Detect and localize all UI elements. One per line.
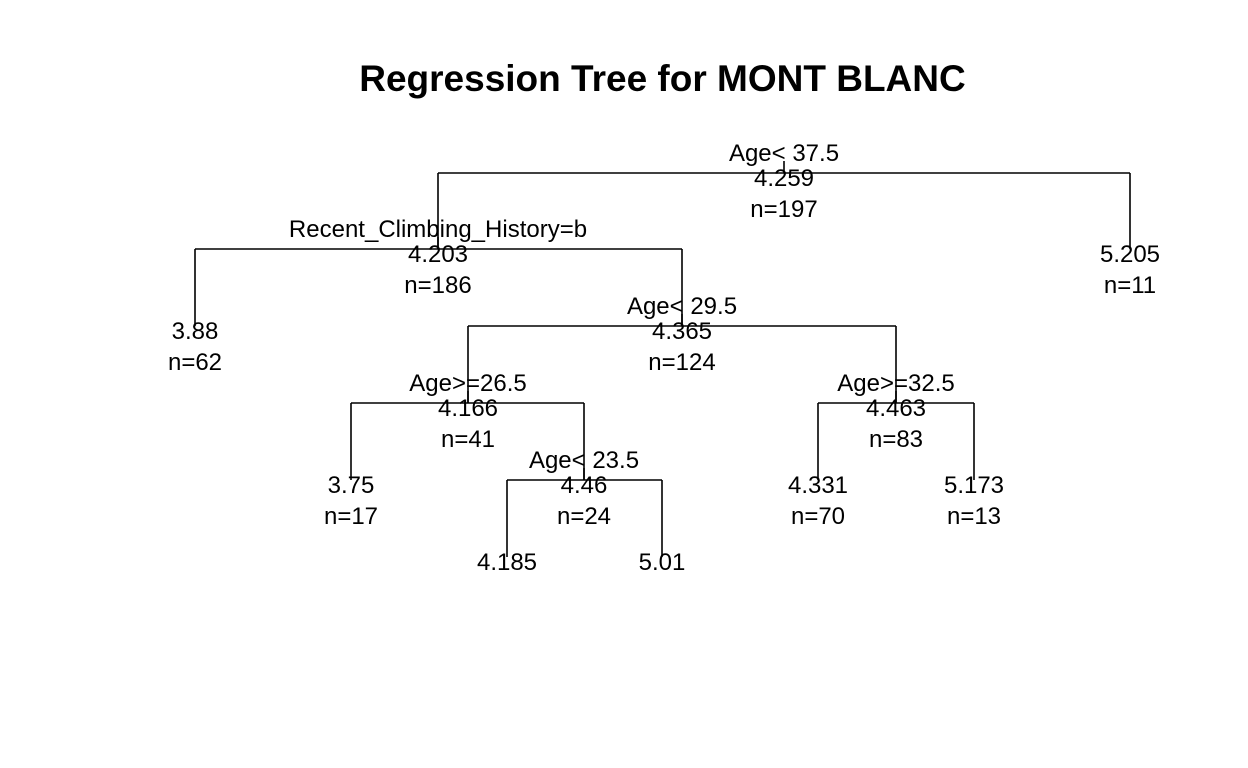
- node-value: 3.88: [172, 318, 219, 345]
- node-count: n=24: [557, 503, 611, 530]
- branch-n10: [350, 391, 585, 480]
- node-value: 5.173: [944, 472, 1004, 499]
- node-count: n=41: [441, 426, 495, 453]
- clip-mask: [600, 120, 1000, 144]
- branch-n5: [467, 314, 897, 403]
- branch-n11: [817, 391, 975, 480]
- split-label: Age< 37.5: [729, 140, 839, 167]
- node-value: 4.166: [438, 395, 498, 422]
- node-count: n=70: [791, 503, 845, 530]
- split-label: Age< 23.5: [529, 447, 639, 474]
- node-value: 5.205: [1100, 241, 1160, 268]
- node-value: 4.365: [652, 318, 712, 345]
- tree-node-root: Age< 37.54.259 n=197: [729, 140, 839, 223]
- node-value: 4.259: [754, 165, 814, 192]
- tree-node-n20: 3.75 n=17: [324, 472, 378, 530]
- split-label: Age>=26.5: [409, 370, 526, 397]
- tree-node-n22: 4.331 n=70: [788, 472, 848, 530]
- tree-node-n3: 5.205 n=11: [1100, 241, 1160, 299]
- branch-n21: [506, 468, 663, 557]
- tree-node-n11: Age>=32.54.463 n=83: [837, 370, 954, 453]
- plot-title: Regression Tree for MONT BLANC: [359, 58, 966, 99]
- node-value: 4.331: [788, 472, 848, 499]
- node-count: n=186: [404, 272, 471, 299]
- node-count: n=11: [1104, 272, 1156, 299]
- split-label: Age< 29.5: [627, 293, 737, 320]
- node-value: 3.75: [328, 472, 375, 499]
- tree-node-n23: 5.173 n=13: [944, 472, 1004, 530]
- node-value: 4.463: [866, 395, 926, 422]
- tree-node-n2: Recent_Climbing_History=b4.203 n=186: [289, 216, 587, 299]
- tree-node-n5: Age< 29.54.365 n=124: [627, 293, 737, 376]
- node-count: n=197: [750, 196, 817, 223]
- node-count: n=17: [324, 503, 378, 530]
- tree-node-n10: Age>=26.54.166 n=41: [409, 370, 526, 453]
- split-label: Recent_Climbing_History=b: [289, 216, 587, 243]
- node-count: n=83: [869, 426, 923, 453]
- tree-node-n42: 4.185: [477, 549, 537, 576]
- tree-node-n21: Age< 23.54.46 n=24: [529, 447, 639, 530]
- node-count: n=124: [648, 349, 715, 376]
- node-count: n=62: [168, 349, 222, 376]
- split-label: Age>=32.5: [837, 370, 954, 397]
- node-value: 4.203: [408, 241, 468, 268]
- node-count: n=13: [947, 503, 1001, 530]
- tree-node-n43: 5.01: [639, 549, 686, 576]
- tree-node-n4: 3.88 n=62: [168, 318, 222, 376]
- node-value: 5.01: [639, 549, 686, 576]
- node-value: 4.46: [561, 472, 608, 499]
- branch-n2: [194, 237, 683, 326]
- branch-root: [437, 161, 1131, 249]
- node-value: 4.185: [477, 549, 537, 576]
